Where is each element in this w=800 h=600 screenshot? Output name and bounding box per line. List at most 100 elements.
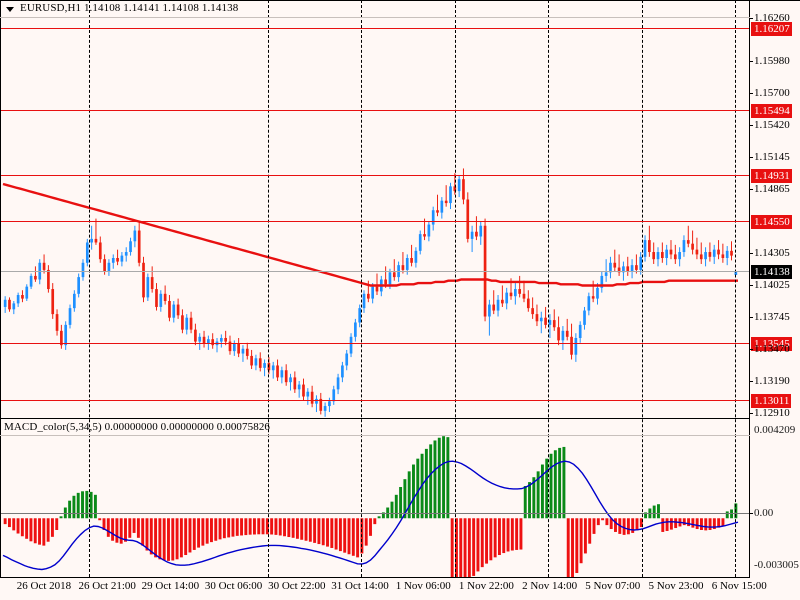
macd-bar — [313, 518, 317, 543]
candle-body — [531, 308, 534, 315]
price-tick-label[interactable]: 1.15420 — [754, 119, 790, 131]
candle-body — [535, 314, 539, 322]
candle-body — [181, 315, 184, 330]
candle-body — [712, 249, 716, 257]
macd-bar — [704, 518, 708, 531]
macd-bar — [218, 518, 222, 540]
candle-body — [328, 401, 331, 407]
time-tick-label[interactable]: 29 Oct 14:00 — [141, 580, 200, 592]
macd-bar — [437, 437, 441, 519]
macd-bar — [205, 518, 209, 544]
chevron-down-icon[interactable] — [6, 7, 14, 12]
price-level-label[interactable]: 1.16207 — [751, 22, 792, 36]
candle-body — [345, 353, 349, 366]
price-tick-label[interactable]: 1.14305 — [754, 247, 790, 259]
macd-bar — [162, 518, 166, 561]
time-gridline — [89, 0, 90, 577]
price-tick-label[interactable]: 1.13470 — [754, 343, 790, 355]
candle-body — [29, 275, 33, 287]
macd-bar — [562, 446, 566, 519]
candle-body — [366, 293, 370, 299]
macd-tick-label[interactable]: 0.004209 — [754, 424, 796, 436]
candle-body — [721, 254, 725, 258]
time-tick-label[interactable]: 6 Nov 15:00 — [711, 580, 767, 592]
candle-body — [479, 225, 483, 237]
current-price-label[interactable]: 1.14138 — [751, 265, 792, 279]
candle-body — [77, 277, 81, 294]
candle-body — [539, 317, 543, 322]
macd-bar — [106, 518, 110, 537]
macd-bar — [59, 516, 63, 519]
candle-body — [207, 339, 210, 344]
macd-bar — [583, 518, 587, 554]
time-tick-label[interactable]: 5 Nov 23:00 — [648, 580, 704, 592]
candle-body — [410, 258, 413, 263]
macd-bar — [442, 436, 446, 519]
time-tick-label[interactable]: 1 Nov 22:00 — [458, 580, 514, 592]
price-level-label[interactable]: 1.13545 — [751, 337, 792, 351]
time-tick-label[interactable]: 5 Nov 07:00 — [585, 580, 641, 592]
macd-title-divider — [0, 435, 750, 436]
macd-bar — [81, 491, 84, 519]
time-tick-label[interactable]: 26 Oct 2018 — [16, 580, 72, 592]
candle-body — [211, 339, 215, 346]
macd-bar — [244, 518, 248, 536]
macd-bar — [446, 437, 450, 519]
price-axis-tick — [749, 189, 753, 190]
candle-body — [466, 199, 470, 239]
macd-bar — [485, 518, 489, 564]
macd-bar — [540, 464, 544, 519]
candle-body — [228, 341, 232, 352]
candle-body — [717, 249, 720, 255]
candle-body — [604, 272, 608, 276]
macd-bar — [721, 518, 725, 527]
macd-tick-label[interactable]: -0.003005 — [754, 559, 799, 571]
macd-bar — [652, 505, 656, 519]
macd-bar — [227, 518, 231, 538]
price-tick-label[interactable]: 1.12910 — [754, 407, 790, 419]
candle-body — [643, 240, 647, 257]
price-tick-label[interactable]: 1.13745 — [754, 311, 790, 323]
price-tick-label[interactable]: 1.16260 — [754, 12, 790, 24]
candle-body — [245, 348, 249, 356]
macd-bar — [472, 518, 476, 576]
macd-bar — [665, 518, 669, 531]
macd-bar — [145, 518, 149, 551]
price-tick-label[interactable]: 1.14025 — [754, 279, 790, 291]
price-tick-label[interactable]: 1.14865 — [754, 183, 790, 195]
macd-bar — [16, 518, 20, 534]
macd-bar — [347, 518, 351, 555]
price-tick-label[interactable]: 1.15145 — [754, 151, 790, 163]
time-tick-label[interactable]: 30 Oct 22:00 — [268, 580, 326, 592]
price-level-line — [0, 343, 749, 344]
candle-body — [488, 304, 491, 317]
macd-bar — [326, 518, 329, 547]
macd-tick-label[interactable]: 0.00 — [754, 507, 774, 519]
macd-bar — [609, 518, 613, 530]
macd-bar — [287, 518, 291, 538]
candle-body — [34, 275, 37, 280]
price-tick-label[interactable]: 1.13190 — [754, 375, 790, 387]
time-tick-label[interactable]: 30 Oct 06:00 — [204, 580, 263, 592]
price-level-label[interactable]: 1.14550 — [751, 215, 792, 229]
candle-body — [358, 308, 362, 323]
macd-bar — [506, 518, 510, 552]
price-tick-label[interactable]: 1.15980 — [754, 55, 790, 67]
time-tick-label[interactable]: 31 Oct 14:00 — [331, 580, 389, 592]
price-level-label[interactable]: 1.13011 — [751, 394, 792, 408]
candle-body — [51, 289, 55, 315]
macd-bar — [502, 518, 506, 554]
price-level-label[interactable]: 1.15494 — [751, 104, 792, 118]
macd-bar — [687, 518, 691, 527]
candle-body — [280, 370, 284, 378]
macd-bar — [149, 518, 153, 555]
time-tick-label[interactable]: 2 Nov 14:00 — [522, 580, 578, 592]
price-tick-label[interactable]: 1.15700 — [754, 87, 790, 99]
macd-bar — [639, 518, 643, 528]
macd-bar — [717, 518, 721, 528]
time-tick-label[interactable]: 1 Nov 06:00 — [395, 580, 451, 592]
macd-bar — [308, 518, 312, 542]
price-level-label[interactable]: 1.14931 — [751, 169, 792, 183]
time-tick-label[interactable]: 26 Oct 21:00 — [78, 580, 136, 592]
macd-bar — [124, 518, 127, 542]
